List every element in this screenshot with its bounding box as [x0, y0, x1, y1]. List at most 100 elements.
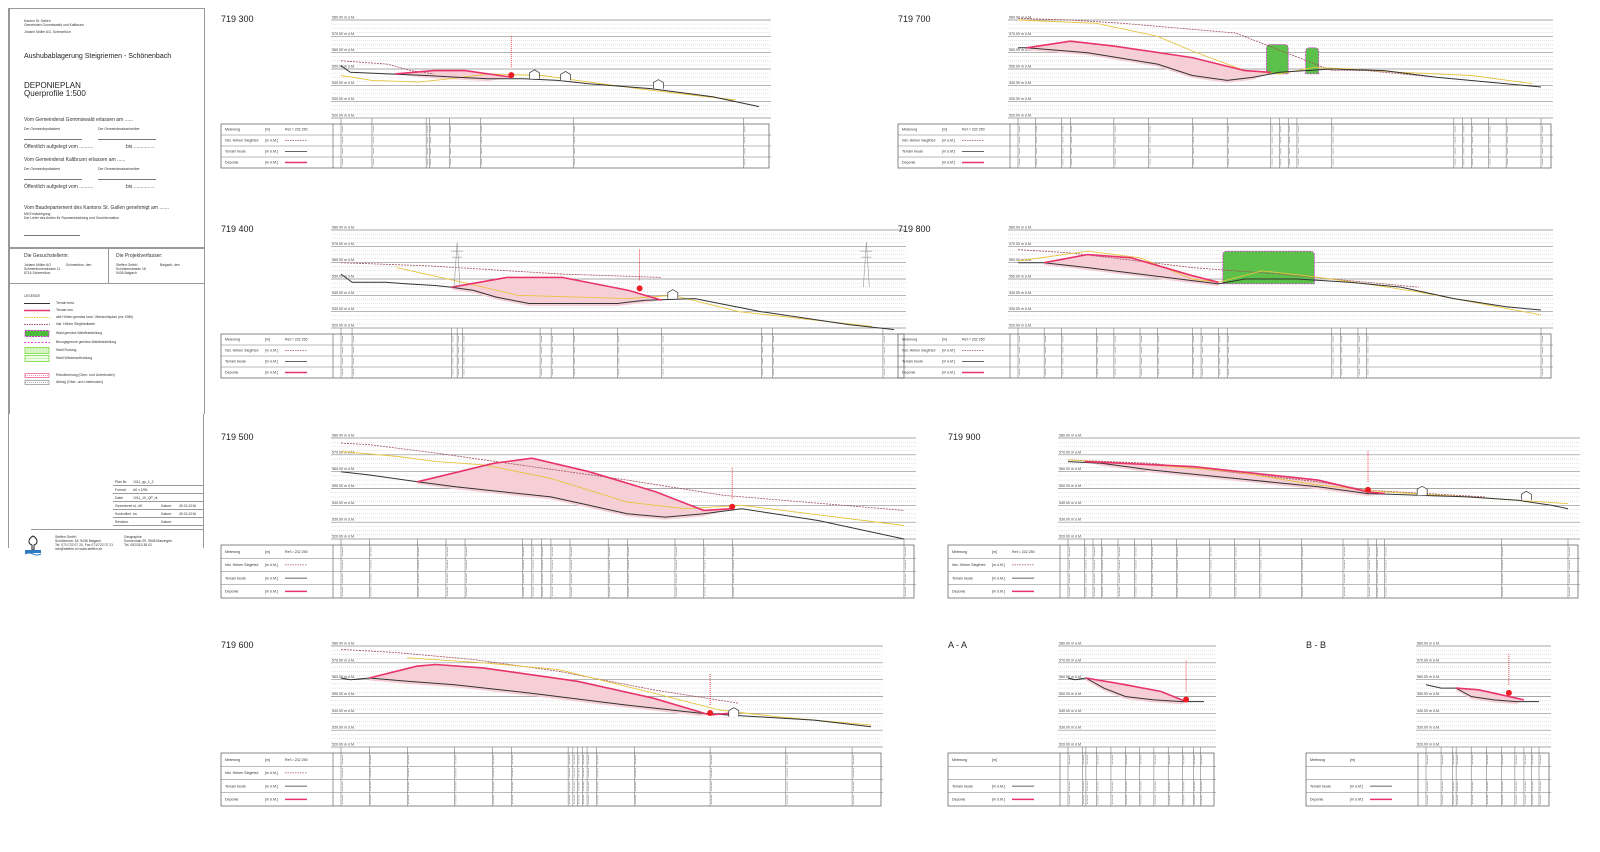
legend-label: Wald Wiederaufforstung [56, 356, 93, 360]
public-display-until: bis ............... [126, 144, 155, 150]
header-line: Johann Müller AG, Schmerikon [24, 30, 71, 34]
table-row-unit: [m] [942, 128, 947, 132]
siegfried-line [340, 442, 905, 511]
table-row-label: Meterung [902, 338, 917, 342]
y-tick-label: 520.00 m ü.M. [1059, 743, 1082, 747]
surveyor-address: Sonnenrain 29, 9548 Matzingen [124, 539, 173, 543]
old-terrain-line [407, 657, 872, 726]
canton-approval: Vom Baudepartement des Kantons St. Galle… [24, 205, 170, 211]
profile-title: A - A [948, 640, 967, 650]
profile-title: B - B [1306, 640, 1326, 650]
deponie-fill [417, 458, 733, 520]
table-row-unit: [m] [265, 758, 270, 762]
y-tick-label: 520.00 m ü.M. [332, 743, 355, 747]
table-ref: Ref.= 232 250 [285, 128, 308, 132]
terrain-line [340, 677, 872, 728]
legend-label: Wald Rodung [56, 348, 77, 352]
y-tick-label: 580.00 m ü.M. [332, 226, 355, 230]
legend-swatch-icon [24, 324, 50, 325]
marker-point-icon [1183, 696, 1190, 703]
table-row-label: Meterung [1310, 758, 1325, 762]
applicant-place: Schmerikon, den [66, 263, 92, 267]
y-tick-label: 570.00 m ü.M. [332, 242, 355, 246]
legend-swatch-icon [24, 355, 50, 362]
plan-info-date: 26.01.2016 [179, 512, 196, 516]
y-tick-label: 520.00 m ü.M. [1417, 743, 1440, 747]
applicant-line: 8716 Schmerikon [24, 271, 51, 275]
y-tick-label: 560.00 m ü.M. [1417, 675, 1440, 679]
table-row-label: Meterung [225, 758, 240, 762]
legend-swatch-icon [24, 303, 50, 304]
cross-section-pAA: A - A 580.00 m ü.M. 570.00 m ü.M. 560.00 m … [947, 640, 1216, 807]
surveyor-name: Geographie [124, 535, 142, 539]
deponie-fill [1456, 688, 1524, 705]
power-pylon-icon [860, 242, 873, 288]
author-label: Die Projektverfasser: [116, 253, 163, 259]
siegfried-line [340, 262, 662, 278]
legend-swatch-icon [24, 347, 50, 354]
deponie-line [417, 457, 733, 512]
y-tick-label: 580.00 m ü.M. [332, 16, 355, 20]
marker-point-icon [729, 503, 736, 510]
plan-info-date-label: Datum: [161, 504, 172, 508]
plan-info-key: Kontrolliert [115, 512, 132, 516]
legend-item: Wald Wiederaufforstung [24, 355, 92, 362]
legend-label: Bezugsgrenze gemäss Waldfeststellung [56, 340, 117, 344]
y-tick-label: 570.00 m ü.M. [332, 32, 355, 36]
table-row-unit: [m ü.M.] [1350, 784, 1363, 788]
deponie-line [1456, 687, 1525, 701]
building-icon [653, 79, 664, 89]
table-row-label: Meterung [952, 758, 967, 762]
y-tick-label: 530.00 m ü.M. [332, 726, 355, 730]
table-ref: Ref.= 232 250 [285, 550, 308, 554]
building-icon [529, 69, 540, 79]
deponie-fill [1026, 41, 1271, 83]
table-row-label: Terrain heute [225, 150, 246, 154]
legend-swatch-icon [24, 330, 50, 337]
table-row-unit: [m ü.M.] [265, 576, 278, 580]
profile-title: 719 600 [221, 640, 254, 650]
company-logo-icon [24, 535, 42, 556]
table-row-label: Meterung [952, 550, 967, 554]
y-tick-label: 570.00 m ü.M. [1059, 658, 1082, 662]
marker-point-icon [636, 285, 643, 292]
divider [113, 517, 203, 518]
cross-section-pBB: B - B 580.00 m ü.M. 570.00 m ü.M. 560.00 m … [1305, 640, 1551, 807]
signature-line [24, 139, 82, 140]
legend-item: Terrain best. [24, 300, 75, 307]
table-row-label: Deponie [902, 371, 915, 375]
table-row-label: Deponie [225, 161, 238, 165]
table-row-unit: [m ü.M.] [265, 360, 278, 364]
y-tick-label: 540.00 m ü.M. [332, 291, 355, 295]
legend-label: Wald gemäss Waldfeststellung [56, 331, 103, 335]
table-row-unit: [m ü.M.] [265, 349, 278, 353]
legend-label: alte Höhen gemäss kant. Übersichtsplan (… [56, 315, 134, 319]
legend-swatch-icon [24, 373, 50, 378]
table-row-unit: [m] [265, 338, 270, 342]
building-icon [728, 707, 740, 717]
legend-item: Wald gemäss Waldfeststellung [24, 330, 102, 337]
deponie-line [1085, 677, 1187, 703]
applicant-line: Schmerikonerstrasse 11 [24, 267, 61, 271]
table-row-unit: [m ü.M.] [992, 576, 1005, 580]
terrain-line [1425, 684, 1539, 703]
legend-label: Terrain best. [56, 301, 75, 305]
y-tick-label: 550.00 m ü.M. [1059, 484, 1082, 488]
building-icon [1416, 485, 1428, 496]
cross-section-p719400: 719 400 580.00 m ü.M. 570.00 m ü.M. 560.00 … [220, 224, 906, 379]
siegfried-line [1017, 18, 1437, 78]
table-row-unit: [m] [942, 338, 947, 342]
table-row-unit: [m ü.M.] [265, 590, 278, 594]
deponie-fill [1044, 254, 1219, 287]
title-block: Kanton St. Gallen Gemeinden Gommiswald u… [8, 8, 205, 556]
marker-point-icon [508, 72, 515, 79]
table-row-label: hist. Höhen Siegfried [225, 771, 258, 775]
y-tick-label: 540.00 m ü.M. [1059, 709, 1082, 713]
y-tick-label: 540.00 m ü.M. [332, 81, 355, 85]
plan-info-key: Revision [115, 520, 129, 524]
y-tick-label: 580.00 m ü.M. [1059, 642, 1082, 646]
y-tick-label: 530.00 m ü.M. [1059, 518, 1082, 522]
forest-area [1222, 250, 1315, 285]
table-row-label: Deponie [952, 590, 965, 594]
table-row-unit: [m] [265, 128, 270, 132]
